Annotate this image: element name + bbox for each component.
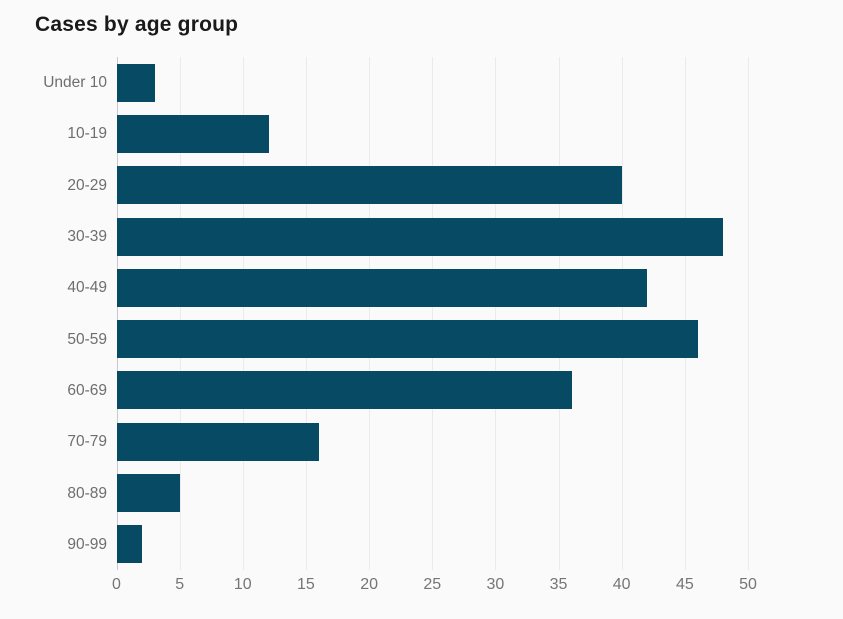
y-axis-label: 30-39 <box>67 228 107 246</box>
gridline <box>495 57 497 570</box>
x-axis-tick-label: 0 <box>112 576 121 593</box>
x-axis-tick-label: 50 <box>739 576 757 593</box>
bar-90-99[interactable] <box>117 525 143 564</box>
y-axis-label: 90-99 <box>67 535 107 553</box>
y-axis-label: 10-19 <box>67 125 107 143</box>
x-axis-tick-label: 5 <box>175 576 185 593</box>
gridline <box>621 57 623 570</box>
chart-title: Cases by age group <box>35 13 239 36</box>
bar-10-19[interactable] <box>117 114 269 153</box>
x-axis-tick-label: 25 <box>423 576 442 593</box>
x-axis-tick-label: 40 <box>612 576 631 593</box>
bar-50-59[interactable] <box>117 320 698 359</box>
gridline <box>748 57 749 570</box>
bar-80-89[interactable] <box>117 474 181 513</box>
gridline <box>179 57 181 570</box>
y-axis-label: 70-79 <box>67 433 107 451</box>
gridline <box>432 57 434 570</box>
axis-zero-line <box>116 57 118 570</box>
x-axis-tick-label: 20 <box>360 576 378 593</box>
x-axis-tick-label: 15 <box>297 576 315 593</box>
bar-under-10[interactable] <box>117 63 155 102</box>
x-axis-tick-label: 30 <box>486 576 505 593</box>
gridline <box>684 57 686 570</box>
gridline <box>558 57 560 570</box>
y-axis-label: 60-69 <box>67 381 107 399</box>
bar-70-79[interactable] <box>117 422 320 461</box>
y-axis-label: Under 10 <box>43 74 107 92</box>
x-axis-tick-label: 10 <box>233 576 252 593</box>
gridline <box>242 57 244 570</box>
y-axis-label: 80-89 <box>67 484 107 502</box>
x-axis-tick-label: 45 <box>675 576 694 593</box>
bar-40-49[interactable] <box>117 268 648 307</box>
y-axis-label: 50-59 <box>67 330 107 348</box>
bar-60-69[interactable] <box>117 371 572 410</box>
gridline <box>305 57 307 570</box>
bar-30-39[interactable] <box>117 217 724 256</box>
y-axis-label: 40-49 <box>67 279 107 297</box>
y-axis-label: 20-29 <box>67 176 107 194</box>
x-axis-tick-label: 35 <box>549 576 568 593</box>
bar-20-29[interactable] <box>117 166 623 205</box>
gridline <box>369 57 371 570</box>
